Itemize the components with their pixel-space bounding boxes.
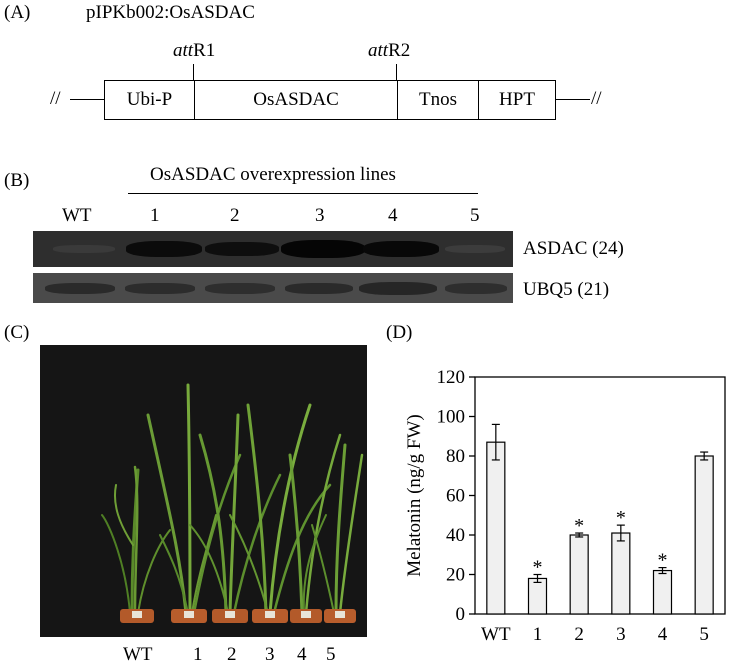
significance-marker: *	[533, 557, 543, 579]
attr1-tick	[193, 64, 195, 80]
backbone-line-left	[70, 99, 104, 101]
gel-band	[126, 241, 202, 257]
gel-asdac	[33, 231, 513, 267]
significance-marker: *	[574, 515, 584, 537]
segment-tnos: Tnos	[397, 81, 478, 119]
panel-a-label: (A)	[4, 2, 31, 23]
lane-label: 1	[150, 205, 160, 226]
x-tick-label: 3	[616, 624, 626, 645]
rice-plants-photo	[40, 345, 367, 637]
gel-band	[445, 283, 507, 294]
panel-d-label: (D)	[386, 322, 413, 343]
segment-hpt: HPT	[478, 81, 555, 119]
gel-band	[445, 245, 505, 253]
bar	[486, 441, 506, 615]
melatonin-bar-chart: 0 20 40 60 80 100 120 Melatonin (ng/g FW) WT * 1 * 2…	[404, 367, 726, 645]
lines-header-underline	[128, 193, 478, 195]
pot-label: 5	[326, 644, 336, 665]
lane-label: 2	[230, 205, 240, 226]
bar	[569, 534, 589, 615]
gel-ubq5-label: UBQ5 (21)	[523, 279, 610, 300]
bar	[652, 569, 673, 615]
bar	[694, 455, 714, 615]
y-tick-label: 80	[446, 446, 465, 467]
pot-label: 4	[297, 644, 307, 665]
break-left: //	[50, 88, 61, 109]
significance-marker: *	[658, 550, 668, 572]
lane-label: 4	[388, 205, 398, 226]
x-tick-label: 2	[574, 624, 584, 645]
gel-band	[125, 283, 195, 294]
y-tick-label: 120	[437, 367, 466, 388]
pot-label: 1	[193, 644, 203, 665]
gel-band	[285, 283, 353, 294]
y-tick-label: 100	[437, 407, 466, 428]
gel-band	[359, 282, 437, 295]
lane-label: 3	[315, 205, 325, 226]
y-tick-label: 40	[446, 525, 465, 546]
y-tick-label: 20	[446, 565, 465, 586]
gel-band	[45, 283, 115, 294]
significance-marker: *	[616, 507, 626, 529]
gel-band	[205, 242, 279, 256]
attr2-label: attR2	[368, 40, 411, 61]
y-tick-label: 0	[456, 604, 466, 625]
bar	[527, 577, 548, 615]
gel-ubq5	[33, 273, 513, 303]
construct-title: pIPKb002:OsASDAC	[86, 2, 255, 23]
y-tick-label: 60	[446, 486, 465, 507]
lane-label: WT	[62, 205, 92, 226]
panel-b-label: (B)	[4, 170, 30, 191]
x-tick-label: 4	[658, 624, 668, 645]
attr2-tick	[396, 64, 398, 80]
pot-label: 2	[227, 644, 237, 665]
break-right: //	[591, 88, 602, 109]
lines-header: OsASDAC overexpression lines	[150, 164, 396, 185]
lane-label: 5	[470, 205, 480, 226]
y-axis-label: Melatonin (ng/g FW)	[404, 414, 425, 577]
panel-c-label: (C)	[4, 322, 30, 343]
gel-band	[205, 283, 275, 294]
segment-ubi-p: Ubi-P	[126, 89, 173, 110]
x-tick-label: 5	[699, 624, 709, 645]
segment-osasdac: OsASDAC	[194, 81, 397, 119]
construct-map: Ubi-P OsASDAC Tnos HPT	[104, 80, 556, 120]
backbone-line-right	[556, 99, 590, 101]
gel-band	[53, 245, 115, 253]
gel-band	[281, 240, 365, 258]
plot-frame	[474, 376, 726, 615]
bar	[611, 532, 631, 615]
pot-label: WT	[123, 644, 153, 665]
gel-asdac-label: ASDAC (24)	[523, 238, 624, 259]
pot-label: 3	[265, 644, 275, 665]
x-tick-label: 1	[533, 624, 543, 645]
gel-band	[363, 241, 439, 257]
x-tick-label: WT	[481, 624, 511, 645]
attr1-label: attR1	[173, 40, 216, 61]
